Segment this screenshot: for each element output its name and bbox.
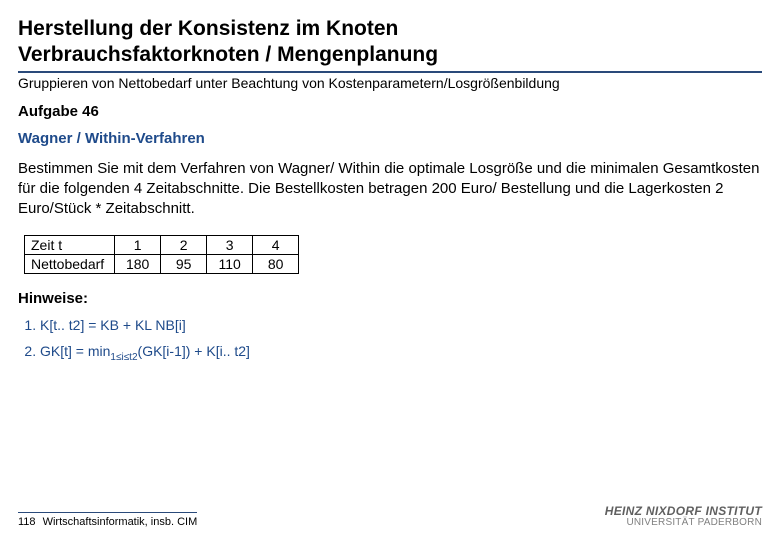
hints-list: K[t.. t2] = KB + KL NB[i] GK[t] = min1≤i… <box>18 317 762 363</box>
page-footer: 118 Wirtschaftsinformatik, insb. CIM HEI… <box>18 505 762 528</box>
table-cell: 180 <box>115 255 161 274</box>
table-cell: 80 <box>253 255 299 274</box>
hint-formula-1: K[t.. t2] = KB + KL NB[i] <box>40 317 186 333</box>
university-name: UNIVERSITÄT PADERBORN <box>605 518 762 529</box>
hint-item: K[t.. t2] = KB + KL NB[i] <box>40 317 762 333</box>
data-table: Zeit t 1 2 3 4 Nettobedarf 180 95 110 80 <box>24 235 299 274</box>
table-cell: 110 <box>207 255 253 274</box>
problem-statement: Bestimmen Sie mit dem Verfahren von Wagn… <box>18 159 762 220</box>
table-cell: 3 <box>207 236 253 255</box>
table-row: Nettobedarf 180 95 110 80 <box>25 255 299 274</box>
footer-right: HEINZ NIXDORF INSTITUT UNIVERSITÄT PADER… <box>605 505 762 528</box>
hints-heading: Hinweise: <box>18 290 762 307</box>
row-header-demand: Nettobedarf <box>25 255 115 274</box>
hint-formula-2b: (GK[i-1]) + K[i.. t2] <box>138 343 250 359</box>
title-line-1: Herstellung der Konsistenz im Knoten <box>18 17 398 40</box>
footer-left: 118 Wirtschaftsinformatik, insb. CIM <box>18 512 197 528</box>
title-line-2: Verbrauchsfaktorknoten / Mengenplanung <box>18 43 438 66</box>
table-cell: 2 <box>161 236 207 255</box>
table-cell: 95 <box>161 255 207 274</box>
row-header-time: Zeit t <box>25 236 115 255</box>
task-number: Aufgabe 46 <box>18 103 762 120</box>
page-subtitle: Gruppieren von Nettobedarf unter Beachtu… <box>18 75 762 91</box>
method-heading: Wagner / Within-Verfahren <box>18 130 762 147</box>
institute-name: HEINZ NIXDORF INSTITUT <box>605 505 762 518</box>
table-cell: 1 <box>115 236 161 255</box>
hint-formula-2-subscript: 1≤i≤t2 <box>110 352 137 363</box>
department-label: Wirtschaftsinformatik, insb. CIM <box>43 516 198 528</box>
page-title: Herstellung der Konsistenz im Knoten Ver… <box>18 16 762 73</box>
hint-formula-2a: GK[t] = min <box>40 343 110 359</box>
table-row: Zeit t 1 2 3 4 <box>25 236 299 255</box>
table-cell: 4 <box>253 236 299 255</box>
hint-item: GK[t] = min1≤i≤t2(GK[i-1]) + K[i.. t2] <box>40 343 762 363</box>
page-number: 118 <box>18 516 36 528</box>
